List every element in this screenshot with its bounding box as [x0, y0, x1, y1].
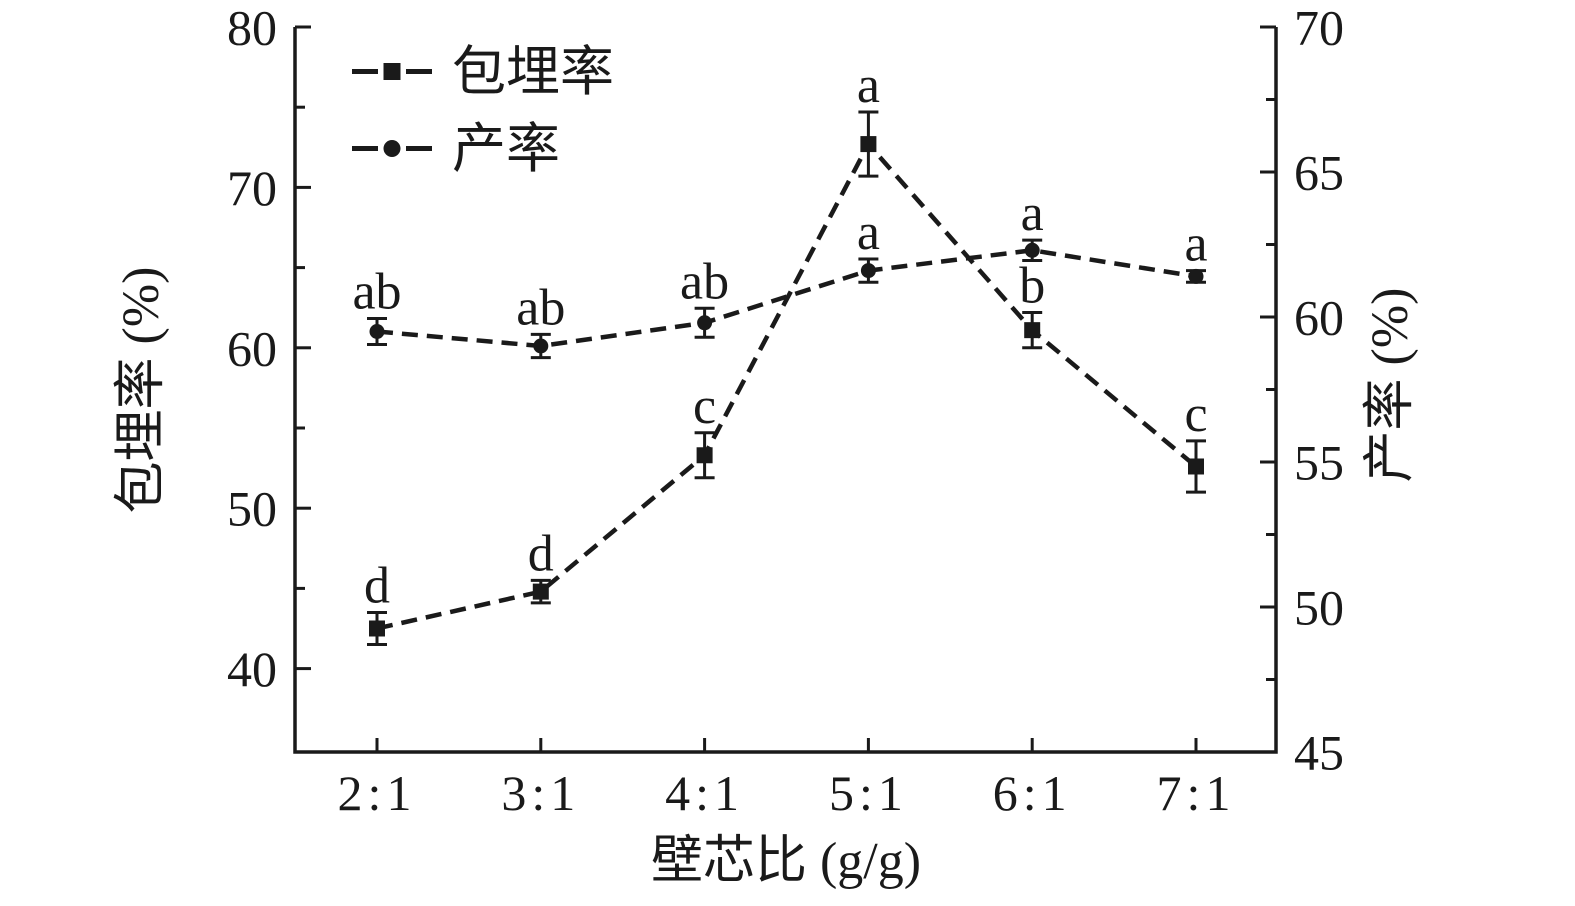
right-axis-tick-label: 70	[1294, 0, 1344, 56]
legend: 包埋率 产率	[352, 42, 614, 179]
data-marker-square	[1188, 458, 1204, 475]
data-marker-square	[1024, 322, 1041, 339]
left-axis-tick-label: 80	[227, 0, 277, 56]
right-axis-tick-label: 45	[1294, 725, 1344, 781]
left-axis-tick-label: 50	[227, 481, 277, 537]
right-axis-tick-label: 50	[1294, 580, 1344, 636]
significance-letter: a	[857, 57, 880, 114]
significance-letter: a	[857, 204, 880, 261]
legend-circle-marker-icon	[383, 140, 401, 157]
data-marker-square	[369, 620, 385, 637]
x-axis-title: 壁芯比 (g/g)	[651, 833, 921, 890]
right-axis-tick-label: 55	[1294, 435, 1344, 491]
series-line-embed-rate	[376, 140, 1198, 631]
significance-letter: ab	[680, 253, 729, 310]
right-axis-title: 产率 (%)	[1362, 288, 1419, 483]
axis-frame	[293, 27, 1278, 754]
significance-letter: c	[693, 378, 716, 435]
data-marker-circle	[697, 315, 713, 331]
data-marker-circle	[533, 338, 549, 354]
legend-item-embed-rate: 包埋率	[352, 42, 614, 102]
significance-letter: ab	[352, 263, 401, 320]
legend-square-marker-icon	[383, 63, 401, 80]
chart-generated-layer: 40 50 60 70 80 45 50 55 60 65 70 2:1 3:1 4:1 5:1 6:1 7:1…	[227, 0, 1344, 821]
left-axis-title: 包埋率 (%)	[113, 267, 170, 514]
legend-label-embed-rate: 包埋率	[452, 42, 614, 102]
data-marker-square	[696, 447, 713, 464]
data-marker-circle	[1188, 268, 1204, 284]
legend-item-yield-rate: 产率	[352, 119, 560, 179]
data-marker-square	[532, 583, 549, 600]
significance-letter: b	[1019, 258, 1045, 315]
data-marker-circle	[860, 263, 876, 279]
significance-letter: ab	[516, 279, 565, 336]
x-axis-tick-label: 4:1	[665, 765, 744, 821]
right-axis-tick-label: 60	[1294, 290, 1344, 346]
left-axis-tick-label: 40	[227, 641, 277, 697]
data-marker-circle	[1024, 242, 1040, 258]
x-axis-tick-label: 3:1	[501, 765, 580, 821]
x-axis-tick-label: 7:1	[1157, 765, 1236, 821]
significance-letter: a	[1021, 185, 1044, 242]
significance-letter: c	[1184, 386, 1207, 443]
x-axis-tick-label: 2:1	[338, 765, 417, 821]
left-axis-tick-label: 70	[227, 160, 277, 216]
series-line-yield-rate	[376, 248, 1197, 349]
right-axis-tick-label: 65	[1294, 145, 1344, 201]
legend-label-yield-rate: 产率	[452, 119, 560, 179]
significance-letter: d	[364, 557, 390, 614]
left-axis-tick-label: 60	[227, 320, 277, 376]
x-axis-tick-label: 6:1	[993, 765, 1072, 821]
significance-letter: d	[528, 525, 554, 582]
data-marker-circle	[369, 324, 385, 339]
significance-letter: a	[1184, 216, 1207, 273]
data-marker-square	[860, 136, 877, 153]
x-axis-tick-label: 5:1	[829, 765, 908, 821]
